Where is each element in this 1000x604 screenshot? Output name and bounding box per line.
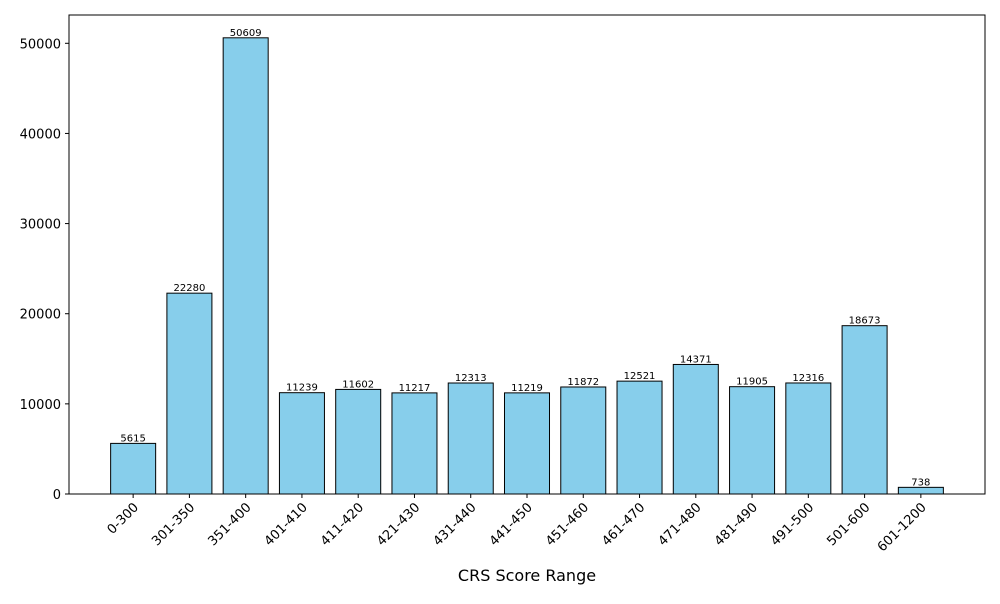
value-label: 14371	[680, 354, 712, 365]
plot-frame	[68, 14, 986, 495]
y-tick-label: 10000	[20, 398, 61, 413]
x-tick-label: 481-490	[712, 500, 761, 549]
x-tick-label: 501-600	[824, 500, 873, 549]
value-label: 11872	[567, 377, 599, 388]
x-tick-label: 601-1200	[875, 500, 930, 555]
value-label: 12521	[624, 371, 656, 382]
bar	[447, 382, 494, 495]
value-label: 11217	[399, 383, 431, 394]
bar	[110, 442, 157, 495]
x-tick-label: 471-480	[656, 500, 705, 549]
bar	[503, 392, 551, 495]
bar	[729, 386, 776, 495]
x-tick-label: 451-460	[543, 500, 592, 549]
x-tick-label: 491-500	[768, 500, 817, 549]
x-tick-label: 461-470	[599, 500, 648, 549]
y-tick-label: 30000	[20, 218, 61, 233]
bar	[335, 388, 382, 495]
value-label: 18673	[849, 316, 881, 327]
y-tick-label: 0	[53, 488, 61, 503]
value-label: 12316	[792, 373, 824, 384]
x-tick-label: 351-400	[205, 500, 254, 549]
value-label: 11602	[342, 379, 374, 390]
value-label: 12313	[455, 373, 487, 384]
value-label: 22280	[174, 283, 206, 294]
bar	[841, 325, 888, 495]
bar	[166, 292, 213, 495]
x-tick-label: 431-440	[431, 500, 480, 549]
value-label: 11219	[511, 383, 543, 394]
value-label: 11239	[286, 383, 318, 394]
bar	[278, 392, 325, 495]
x-tick-label: 421-430	[374, 500, 423, 549]
bar	[222, 37, 269, 495]
value-label: 11905	[736, 377, 768, 388]
bar	[672, 363, 719, 495]
x-axis-label: CRS Score Range	[458, 566, 596, 585]
value-label: 5615	[120, 433, 145, 444]
x-tick-label: 441-450	[487, 500, 536, 549]
x-tick-label: 301-350	[149, 500, 198, 549]
x-tick-label: 401-410	[262, 500, 311, 549]
value-label: 50609	[230, 28, 262, 39]
x-tick-label: 0-300	[105, 500, 142, 537]
bar	[560, 386, 607, 495]
value-label: 738	[911, 477, 930, 488]
y-tick-label: 40000	[20, 127, 61, 142]
y-tick-label: 20000	[20, 308, 61, 323]
bar	[616, 380, 663, 495]
x-tick-label: 411-420	[318, 500, 367, 549]
bar	[391, 392, 438, 495]
y-tick-label: 50000	[20, 37, 61, 52]
bar	[785, 382, 832, 495]
